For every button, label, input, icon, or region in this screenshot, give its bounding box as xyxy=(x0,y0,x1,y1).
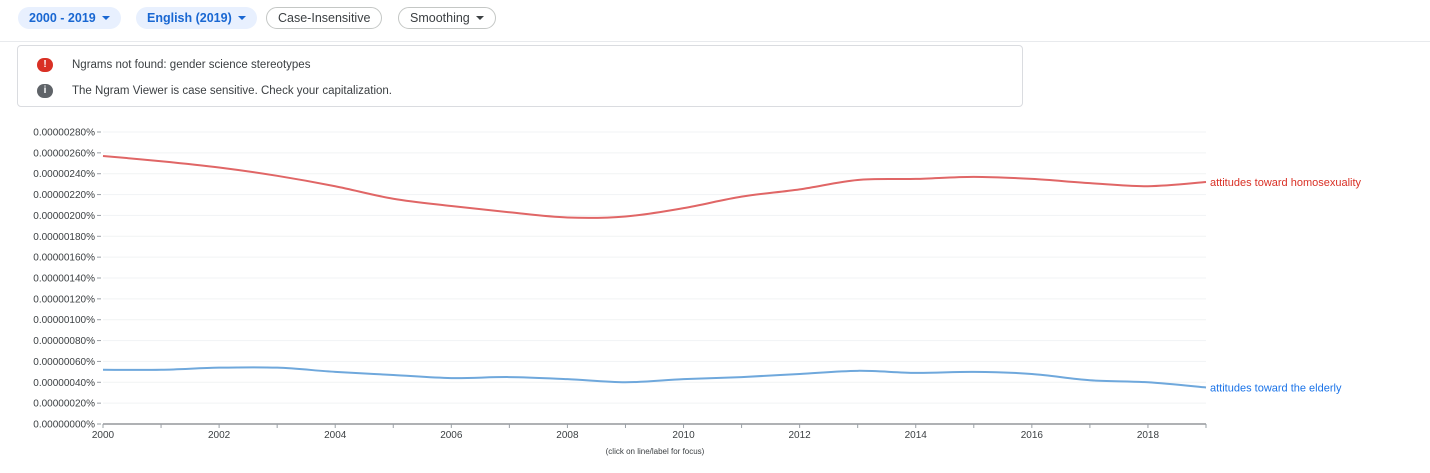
x-axis: 2000 2002 2004 2006 2008 2010 2012 2014 2016 2018 xyxy=(92,423,1207,441)
series-label-0[interactable]: attitudes toward homosexuality xyxy=(1210,177,1362,189)
y-tick-label: 0.00000200% xyxy=(33,211,95,222)
chevron-down-icon xyxy=(101,15,110,20)
series-line-0[interactable] xyxy=(102,154,1207,219)
x-tick-label: 2012 xyxy=(789,430,812,441)
x-tick-label: 2002 xyxy=(208,430,231,441)
y-tick-label: 0.00000080% xyxy=(33,336,95,347)
y-axis: 0.00000000% 0.00000020% 0.00000040% 0.00000… xyxy=(33,128,101,431)
series-label-1[interactable]: attitudes toward the elderly xyxy=(1210,383,1342,395)
y-tick-label: 0.00000100% xyxy=(33,315,95,326)
x-tick-label: 2008 xyxy=(556,430,579,441)
corpus-label: English (2019) xyxy=(147,11,232,25)
y-tick-label: 0.00000180% xyxy=(33,232,95,243)
corpus-dropdown[interactable]: English (2019) xyxy=(136,7,257,29)
alert-not-found-text: Ngrams not found: gender science stereot… xyxy=(72,59,311,71)
ngram-chart: 0.00000000% 0.00000020% 0.00000040% 0.00000… xyxy=(33,128,1362,457)
chart-grid xyxy=(103,131,1206,425)
error-icon: ! xyxy=(37,58,53,72)
y-tick-label: 0.00000120% xyxy=(33,294,95,305)
y-tick-label: 0.00000060% xyxy=(33,357,95,368)
chart-footnote: (click on line/label for focus) xyxy=(606,447,705,456)
chevron-down-icon xyxy=(237,15,246,20)
x-tick-label: 2004 xyxy=(324,430,347,441)
y-tick-label: 0.00000020% xyxy=(33,399,95,410)
case-insensitive-label: Case-Insensitive xyxy=(278,11,371,25)
x-tick-label: 2018 xyxy=(1137,430,1160,441)
year-range-label: 2000 - 2019 xyxy=(29,11,96,25)
x-tick-label: 2016 xyxy=(1021,430,1044,441)
info-icon: i xyxy=(37,84,53,98)
y-tick-label: 0.00000240% xyxy=(33,169,95,180)
x-tick-label: 2014 xyxy=(905,430,928,441)
year-range-dropdown[interactable]: 2000 - 2019 xyxy=(18,7,121,29)
toolbar: 2000 - 2019 English (2019) Case-Insensit… xyxy=(0,0,1430,42)
chevron-down-icon xyxy=(475,15,484,20)
y-tick-label: 0.00000000% xyxy=(33,420,95,431)
chart-series[interactable]: attitudes toward homosexuality attitudes … xyxy=(102,154,1362,395)
y-tick-label: 0.00000260% xyxy=(33,148,95,159)
alerts-panel: ! Ngrams not found: gender science stere… xyxy=(17,45,1023,107)
series-line-1[interactable] xyxy=(102,366,1207,389)
x-tick-label: 2006 xyxy=(440,430,463,441)
alert-case-sensitive-text: The Ngram Viewer is case sensitive. Chec… xyxy=(72,85,393,97)
case-insensitive-toggle[interactable]: Case-Insensitive xyxy=(266,7,383,29)
smoothing-label: Smoothing xyxy=(410,11,470,25)
smoothing-dropdown[interactable]: Smoothing xyxy=(398,7,496,29)
y-tick-label: 0.00000140% xyxy=(33,274,95,285)
x-tick-label: 2000 xyxy=(92,430,115,441)
y-tick-label: 0.00000160% xyxy=(33,253,95,264)
x-tick-label: 2010 xyxy=(672,430,695,441)
y-tick-label: 0.00000280% xyxy=(33,128,95,139)
y-tick-label: 0.00000220% xyxy=(33,190,95,201)
y-tick-label: 0.00000040% xyxy=(33,378,95,389)
